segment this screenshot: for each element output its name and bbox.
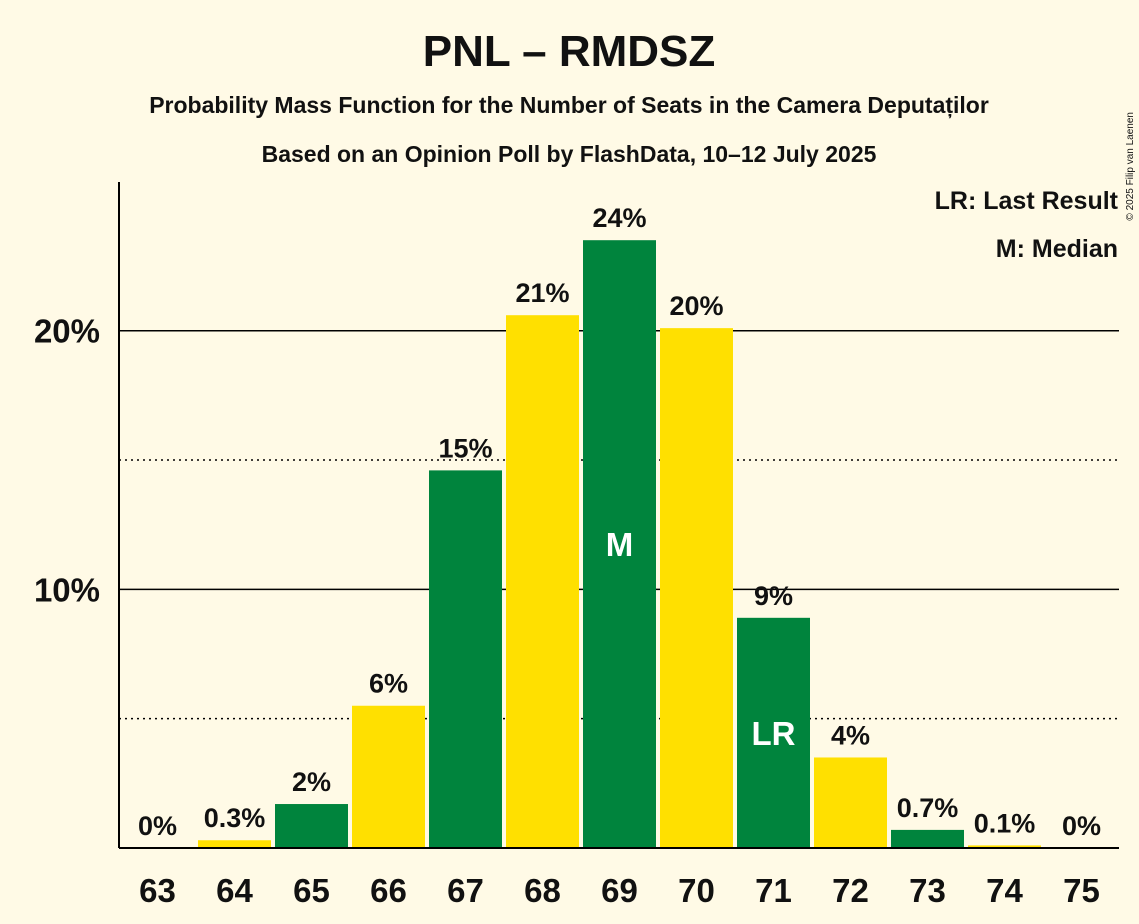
bar-annotation-lr: LR [752,715,796,752]
chart-source-subtitle: Based on an Opinion Poll by FlashData, 1… [262,141,877,167]
legend-last-result: LR: Last Result [935,187,1119,215]
data-label-73: 0.7% [897,793,959,823]
x-tick-label-67: 67 [447,872,484,909]
bar-seats-73 [891,829,964,848]
data-label-67: 15% [438,433,492,463]
x-tick-label-72: 72 [832,872,869,909]
bar-seats-69 [583,240,656,849]
bar-annotation-m: M [606,526,634,563]
data-label-65: 2% [292,767,331,797]
bar-seats-65 [275,804,348,848]
x-tick-label-69: 69 [601,872,638,909]
data-label-75: 0% [1062,811,1101,841]
bar-seats-72 [814,757,887,848]
bar-seats-68 [506,315,579,848]
copyright-notice: © 2025 Filip van Laenen [1125,112,1136,221]
data-label-69: 24% [592,203,646,233]
x-tick-label-73: 73 [909,872,946,909]
x-tick-label-65: 65 [293,872,330,909]
bar-seats-70 [660,328,733,848]
data-label-64: 0.3% [204,803,266,833]
legend-median: M: Median [996,235,1118,263]
bar-seats-71 [737,617,810,848]
x-tick-label-74: 74 [986,872,1023,909]
bar-seats-67 [429,470,502,848]
bar-seats-74 [968,845,1041,848]
bar-seats-64 [198,840,271,848]
data-label-63: 0% [138,811,177,841]
x-tick-label-71: 71 [755,872,792,909]
chart-subtitle: Probability Mass Function for the Number… [149,92,989,119]
x-tick-label-64: 64 [216,872,253,909]
x-tick-label-70: 70 [678,872,715,909]
x-tick-label-68: 68 [524,872,561,909]
x-tick-label-66: 66 [370,872,407,909]
y-tick-label: 10% [34,571,100,608]
data-label-66: 6% [369,669,408,699]
x-tick-label-75: 75 [1063,872,1100,909]
y-tick-label: 20% [34,313,100,350]
data-label-70: 20% [669,291,723,321]
x-tick-label-63: 63 [139,872,176,909]
data-label-71: 9% [754,581,793,611]
data-label-74: 0.1% [974,808,1036,838]
data-label-68: 21% [515,278,569,308]
data-label-72: 4% [831,720,870,750]
chart-title: PNL – RMDSZ [423,27,716,76]
bar-seats-66 [352,705,425,848]
